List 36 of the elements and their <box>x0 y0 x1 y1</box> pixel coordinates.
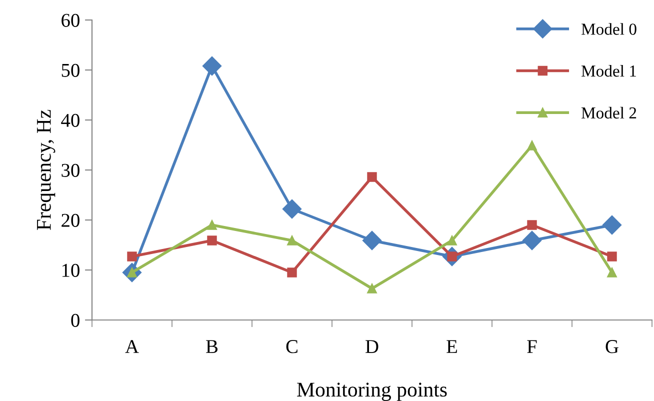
point <box>362 230 382 250</box>
y-tick-label: 30 <box>62 164 80 177</box>
y-tick-label: 50 <box>62 64 80 77</box>
point <box>127 252 137 262</box>
legend-label: Model 0 <box>581 23 636 35</box>
point <box>607 252 617 262</box>
point <box>287 268 297 278</box>
point <box>287 236 297 246</box>
y-tick-label: 20 <box>62 214 80 227</box>
point <box>202 56 222 76</box>
x-axis-title: Monitoring points <box>297 382 447 401</box>
x-tick-label: D <box>366 340 378 353</box>
point <box>207 236 217 246</box>
x-tick-label: E <box>446 340 457 353</box>
point <box>207 220 217 230</box>
point <box>282 199 302 219</box>
point <box>367 284 377 294</box>
point <box>367 172 377 182</box>
y-axis-title: Frequency, Hz <box>37 110 56 230</box>
point <box>447 236 457 246</box>
x-tick-label: C <box>286 340 298 354</box>
x-tick-label: A <box>125 340 139 353</box>
y-tick-label: 60 <box>62 14 80 27</box>
point <box>602 215 622 235</box>
x-tick-label: B <box>206 340 218 353</box>
y-tick-label: 0 <box>71 314 80 327</box>
y-tick-label: 40 <box>61 114 80 127</box>
legend-label: Model 1 <box>581 64 636 77</box>
point <box>522 230 542 250</box>
point <box>527 140 537 150</box>
y-tick-label: 10 <box>62 264 80 277</box>
legend-label: Model 2 <box>581 106 636 119</box>
x-tick-label: G <box>606 340 618 354</box>
point <box>607 268 617 278</box>
point <box>527 220 537 230</box>
x-tick-label: F <box>527 340 537 353</box>
